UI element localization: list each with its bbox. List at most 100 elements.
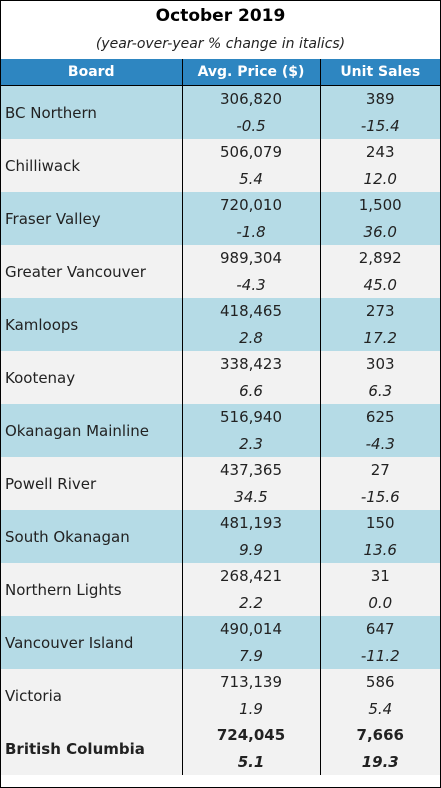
total-row: British Columbia 724,045 7,666	[1, 722, 440, 775]
board-name: Fraser Valley	[1, 192, 183, 245]
avg-price-yoy-change: 1.9	[182, 695, 321, 722]
unit-sales-value: 243	[319, 139, 440, 165]
sales-table: Board Avg. Price ($) Unit Sales BC North…	[1, 59, 440, 775]
avg-price-value: 306,820	[181, 85, 321, 112]
avg-price-yoy-change: 2.2	[182, 589, 321, 616]
board-name: South Okanagan	[1, 510, 183, 563]
unit-sales-value: 31	[319, 563, 440, 589]
unit-sales-yoy-change: 17.2	[319, 324, 440, 351]
board-change-row: 9.9 13.6	[1, 536, 440, 563]
board-change-row: 6.6 6.3	[1, 377, 440, 404]
avg-price-yoy-change: 6.6	[182, 377, 321, 404]
avg-price-value: 338,423	[181, 351, 321, 377]
unit-sales-value: 150	[319, 510, 440, 536]
unit-sales-yoy-change: -4.3	[319, 430, 440, 457]
avg-price-value: 490,014	[181, 616, 321, 642]
header-row: Board Avg. Price ($) Unit Sales	[1, 59, 440, 86]
board-name: Okanagan Mainline	[1, 404, 183, 457]
column-header-board: Board	[1, 59, 183, 86]
board-change-row: 2.8 17.2	[1, 324, 440, 351]
board-name: Northern Lights	[1, 563, 183, 616]
board-name: Powell River	[1, 457, 183, 510]
board-name: Kamloops	[1, 298, 183, 351]
avg-price-value: 437,365	[181, 457, 321, 483]
board-row: Victoria 713,139 586	[1, 669, 440, 722]
avg-price-value: 268,421	[181, 563, 321, 589]
avg-price-value: 989,304	[181, 245, 321, 271]
unit-sales-yoy-change: 13.6	[319, 536, 440, 563]
unit-sales-value: 647	[319, 616, 440, 642]
board-name: Vancouver Island	[1, 616, 183, 669]
avg-price-yoy-change: 2.3	[182, 430, 321, 457]
unit-sales-yoy-change: 6.3	[319, 377, 440, 404]
avg-price-yoy-change: 7.9	[182, 642, 321, 669]
avg-price-yoy-change: -4.3	[182, 271, 321, 298]
unit-sales-value: 389	[319, 85, 440, 112]
avg-price-value: 724,045	[181, 722, 321, 748]
unit-sales-value: 303	[319, 351, 440, 377]
board-row: Kamloops 418,465 273	[1, 298, 440, 351]
column-header-avg-price: Avg. Price ($)	[181, 59, 321, 86]
board-row: South Okanagan 481,193 150	[1, 510, 440, 563]
table-body: BC Northern 306,820 389 -0.5 -15.4 Chilliwack…	[1, 85, 440, 775]
board-name: Victoria	[1, 669, 183, 722]
board-change-row: 1.9 5.4	[1, 695, 440, 722]
board-row: Northern Lights 268,421 31	[1, 563, 440, 616]
avg-price-yoy-change: 5.4	[182, 165, 321, 192]
unit-sales-yoy-change: 36.0	[319, 218, 440, 245]
unit-sales-value: 7,666	[319, 722, 440, 748]
unit-sales-value: 273	[319, 298, 440, 324]
unit-sales-value: 625	[319, 404, 440, 430]
unit-sales-yoy-change: -15.4	[319, 112, 440, 139]
board-row: BC Northern 306,820 389	[1, 85, 440, 139]
unit-sales-value: 1,500	[319, 192, 440, 218]
unit-sales-yoy-change: -11.2	[319, 642, 440, 669]
avg-price-yoy-change: -1.8	[182, 218, 321, 245]
avg-price-yoy-change: 9.9	[182, 536, 321, 563]
board-name: Chilliwack	[1, 139, 183, 192]
board-change-row: 5.4 12.0	[1, 165, 440, 192]
avg-price-yoy-change: 2.8	[182, 324, 321, 351]
board-change-row: 7.9 -11.2	[1, 642, 440, 669]
unit-sales-yoy-change: 5.4	[319, 695, 440, 722]
avg-price-value: 516,940	[181, 404, 321, 430]
board-row: Fraser Valley 720,010 1,500	[1, 192, 440, 245]
board-change-row: 2.2 0.0	[1, 589, 440, 616]
board-change-row: 34.5 -15.6	[1, 483, 440, 510]
board-name: Kootenay	[1, 351, 183, 404]
board-change-row: -0.5 -15.4	[1, 112, 440, 139]
column-header-unit-sales: Unit Sales	[319, 59, 440, 86]
board-row: Greater Vancouver 989,304 2,892	[1, 245, 440, 298]
unit-sales-value: 586	[319, 669, 440, 695]
board-change-row: 2.3 -4.3	[1, 430, 440, 457]
unit-sales-yoy-change: 12.0	[319, 165, 440, 192]
avg-price-value: 418,465	[181, 298, 321, 324]
avg-price-value: 506,079	[181, 139, 321, 165]
board-name: Greater Vancouver	[1, 245, 183, 298]
unit-sales-yoy-change: 19.3	[319, 748, 440, 775]
avg-price-yoy-change: 34.5	[182, 483, 321, 510]
table-title: October 2019	[155, 6, 286, 26]
board-change-row: -1.8 36.0	[1, 218, 440, 245]
board-row: Chilliwack 506,079 243	[1, 139, 440, 192]
board-row: Vancouver Island 490,014 647	[1, 616, 440, 669]
board-name: BC Northern	[1, 85, 183, 139]
board-row: Kootenay 338,423 303	[1, 351, 440, 404]
avg-price-yoy-change: 5.1	[182, 748, 321, 775]
unit-sales-yoy-change: 0.0	[319, 589, 440, 616]
avg-price-value: 720,010	[181, 192, 321, 218]
unit-sales-value: 2,892	[319, 245, 440, 271]
board-change-row: -4.3 45.0	[1, 271, 440, 298]
board-name: British Columbia	[1, 722, 183, 775]
table-subtitle: (year-over-year % change in italics)	[95, 36, 346, 52]
unit-sales-yoy-change: -15.6	[319, 483, 440, 510]
board-row: Powell River 437,365 27	[1, 457, 440, 510]
board-row: Okanagan Mainline 516,940 625	[1, 404, 440, 457]
unit-sales-value: 27	[319, 457, 440, 483]
avg-price-value: 481,193	[181, 510, 321, 536]
avg-price-yoy-change: -0.5	[182, 112, 321, 139]
total-change-row: 5.1 19.3	[1, 748, 440, 775]
unit-sales-yoy-change: 45.0	[319, 271, 440, 298]
avg-price-value: 713,139	[181, 669, 321, 695]
